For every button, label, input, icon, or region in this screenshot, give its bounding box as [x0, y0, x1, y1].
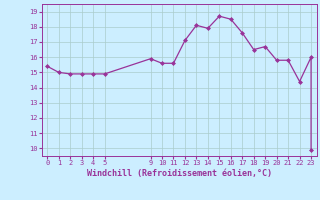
X-axis label: Windchill (Refroidissement éolien,°C): Windchill (Refroidissement éolien,°C) — [87, 169, 272, 178]
